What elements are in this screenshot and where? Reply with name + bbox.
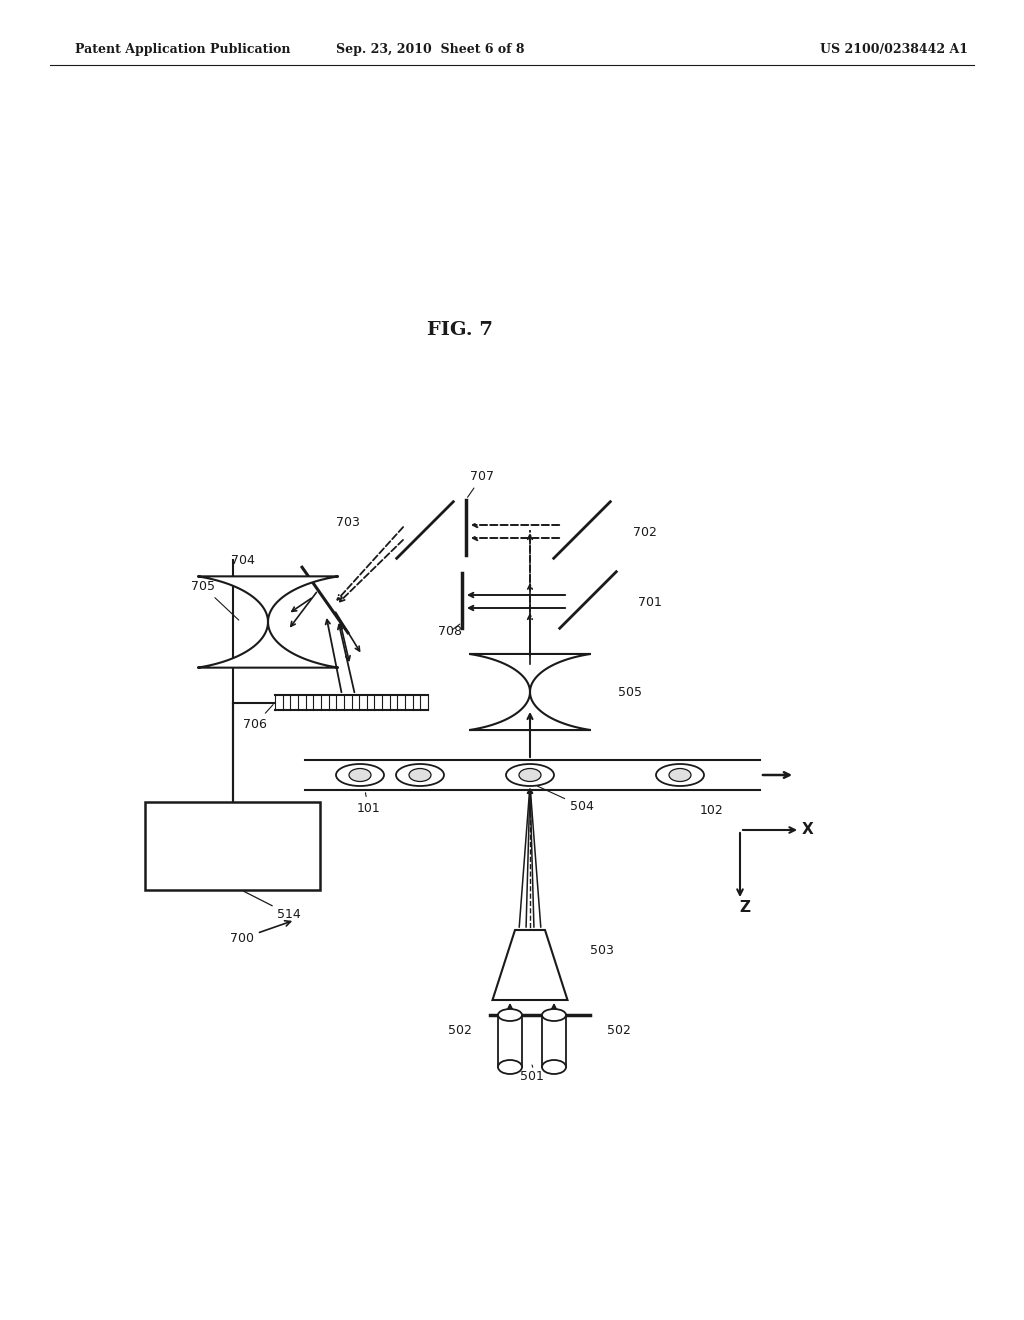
Polygon shape	[469, 653, 591, 730]
Text: 706: 706	[243, 705, 273, 731]
Text: 708: 708	[438, 624, 462, 638]
Ellipse shape	[656, 764, 705, 785]
Ellipse shape	[506, 764, 554, 785]
Text: Patent Application Publication: Patent Application Publication	[75, 44, 291, 57]
Text: 707: 707	[468, 470, 494, 498]
Ellipse shape	[336, 764, 384, 785]
Polygon shape	[493, 931, 567, 1001]
Ellipse shape	[519, 768, 541, 781]
Text: 502: 502	[607, 1023, 631, 1036]
Text: 703: 703	[336, 516, 360, 529]
Text: FIG. 7: FIG. 7	[427, 321, 493, 339]
Bar	[498, 1015, 522, 1067]
Ellipse shape	[349, 768, 371, 781]
Text: X: X	[802, 822, 814, 837]
Text: 514: 514	[244, 891, 301, 921]
Text: 701: 701	[638, 595, 662, 609]
Text: PROCESSING: PROCESSING	[184, 850, 281, 863]
Text: 702: 702	[633, 525, 656, 539]
Bar	[542, 1015, 566, 1067]
Ellipse shape	[498, 1008, 522, 1020]
Text: 505: 505	[618, 685, 642, 698]
Text: 501: 501	[520, 1065, 544, 1082]
Text: UNIT: UNIT	[215, 824, 251, 837]
Text: 700: 700	[230, 921, 291, 945]
Text: 705: 705	[191, 579, 239, 620]
Bar	[145, 803, 319, 890]
Ellipse shape	[669, 768, 691, 781]
Ellipse shape	[396, 764, 444, 785]
Text: 102: 102	[700, 804, 724, 817]
Ellipse shape	[409, 768, 431, 781]
Ellipse shape	[498, 1060, 522, 1074]
Text: Z: Z	[739, 900, 751, 916]
Text: 502: 502	[449, 1023, 472, 1036]
Ellipse shape	[542, 1060, 566, 1074]
Text: Sep. 23, 2010  Sheet 6 of 8: Sep. 23, 2010 Sheet 6 of 8	[336, 44, 524, 57]
Text: 503: 503	[590, 944, 613, 957]
Text: 504: 504	[538, 787, 594, 813]
Text: US 2100/0238442 A1: US 2100/0238442 A1	[820, 44, 968, 57]
Text: 704: 704	[231, 553, 255, 566]
Polygon shape	[198, 577, 339, 668]
Ellipse shape	[542, 1008, 566, 1020]
Text: 101: 101	[356, 793, 380, 814]
